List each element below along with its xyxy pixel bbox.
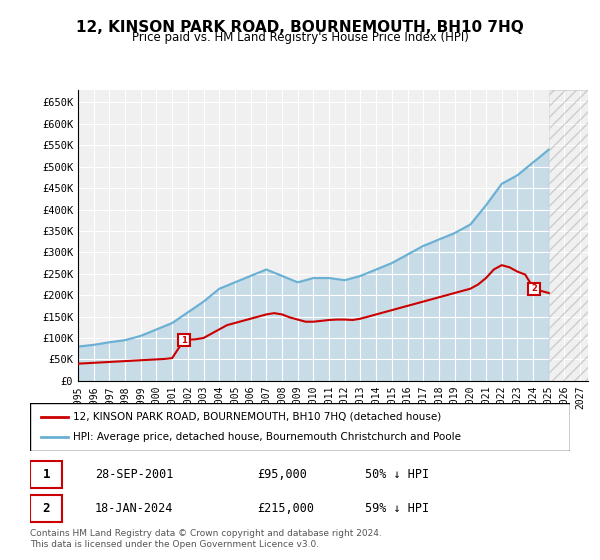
Text: Contains HM Land Registry data © Crown copyright and database right 2024.: Contains HM Land Registry data © Crown c…: [30, 529, 382, 538]
Text: 12, KINSON PARK ROAD, BOURNEMOUTH, BH10 7HQ: 12, KINSON PARK ROAD, BOURNEMOUTH, BH10 …: [76, 20, 524, 35]
Text: This data is licensed under the Open Government Licence v3.0.: This data is licensed under the Open Gov…: [30, 540, 319, 549]
Text: 1: 1: [181, 335, 187, 344]
Text: 2: 2: [43, 502, 50, 515]
Text: 1: 1: [43, 468, 50, 481]
Text: 12, KINSON PARK ROAD, BOURNEMOUTH, BH10 7HQ (detached house): 12, KINSON PARK ROAD, BOURNEMOUTH, BH10 …: [73, 412, 442, 422]
Text: 2: 2: [531, 284, 537, 293]
Text: 50% ↓ HPI: 50% ↓ HPI: [365, 468, 429, 481]
Text: Price paid vs. HM Land Registry's House Price Index (HPI): Price paid vs. HM Land Registry's House …: [131, 31, 469, 44]
Text: 28-SEP-2001: 28-SEP-2001: [95, 468, 173, 481]
Text: £95,000: £95,000: [257, 468, 307, 481]
FancyBboxPatch shape: [30, 461, 62, 488]
FancyBboxPatch shape: [30, 403, 570, 451]
Text: HPI: Average price, detached house, Bournemouth Christchurch and Poole: HPI: Average price, detached house, Bour…: [73, 432, 461, 442]
Text: 59% ↓ HPI: 59% ↓ HPI: [365, 502, 429, 515]
Text: 18-JAN-2024: 18-JAN-2024: [95, 502, 173, 515]
FancyBboxPatch shape: [30, 495, 62, 521]
Text: £215,000: £215,000: [257, 502, 314, 515]
